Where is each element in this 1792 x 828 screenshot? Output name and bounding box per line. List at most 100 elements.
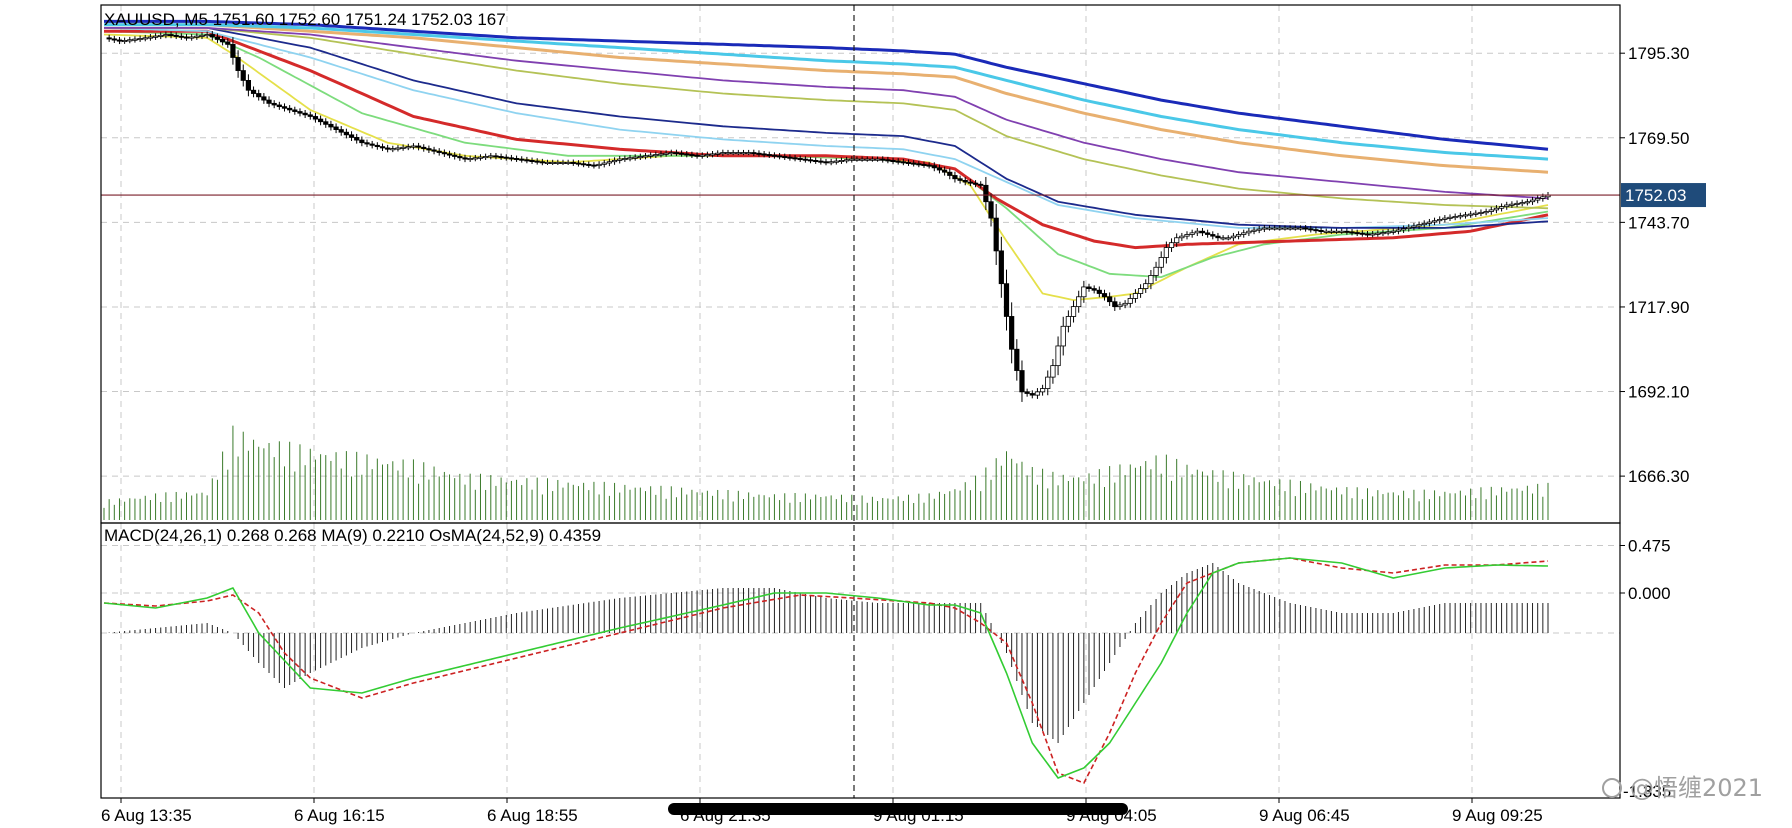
candle-body (225, 41, 231, 45)
candle-body (1117, 304, 1123, 308)
candle-body (967, 181, 974, 184)
time-tick-label: 6 Aug 18:55 (487, 806, 578, 825)
candle-body (972, 182, 979, 185)
candle-body (983, 184, 989, 203)
candle-body (354, 137, 360, 141)
macd-grid (101, 523, 1620, 798)
price-tick-label: 1743.70 (1628, 213, 1689, 232)
candle-body (771, 154, 778, 157)
candle-body (457, 156, 463, 159)
candle-body (1225, 237, 1231, 240)
macd-tick-label: 0.000 (1628, 584, 1671, 603)
candle-body (864, 158, 870, 161)
candle-body (720, 152, 726, 155)
candle-body (694, 154, 700, 157)
candle-body (689, 154, 695, 157)
candle-body (1488, 209, 1494, 212)
candle-body (539, 161, 545, 164)
candle-body (1163, 247, 1169, 258)
candle-body (1045, 376, 1051, 389)
candle-body (431, 149, 437, 152)
price-tick-label: 1717.90 (1628, 298, 1689, 317)
candle-body (189, 36, 195, 39)
candle-body (173, 34, 179, 37)
candle-body (766, 154, 772, 157)
candle-body (1174, 237, 1180, 244)
candle-body (911, 162, 917, 165)
candle-body (364, 142, 370, 145)
candle-body (1009, 316, 1015, 350)
candle-body (524, 159, 530, 162)
candle-body (1524, 201, 1530, 204)
candle-body (828, 161, 834, 164)
candle-body (1493, 207, 1500, 211)
candle-body (235, 57, 241, 71)
macd-tick-label: 0.475 (1628, 537, 1671, 556)
candle-body (106, 37, 112, 40)
candle-body (116, 39, 123, 42)
candle-body (405, 146, 411, 149)
candle-body (648, 154, 654, 157)
candle-body (1143, 283, 1149, 289)
candle-body (673, 152, 680, 155)
candle-body (513, 158, 520, 161)
candle-body (1024, 391, 1030, 394)
candle-body (1205, 232, 1211, 235)
candle-body (240, 70, 246, 81)
price-axis: 1795.30 1769.50 1743.70 1717.90 1692.10 1666.… (1620, 44, 1689, 486)
candle-body (1354, 232, 1360, 235)
candle-body (317, 118, 324, 123)
candle-body (1137, 288, 1144, 294)
candle-body (617, 158, 623, 161)
candle-body (1091, 288, 1097, 291)
candle-body (168, 34, 174, 37)
current-price-badge (1621, 183, 1706, 208)
candle-body (467, 158, 473, 161)
candle-body (952, 175, 958, 180)
candle-body (194, 35, 200, 38)
candle-body (725, 152, 731, 155)
candle-body (1468, 213, 1474, 216)
ma-line-8 (104, 23, 1549, 161)
candle-body (1535, 198, 1541, 201)
candle-body (122, 40, 128, 43)
candle-body (1266, 227, 1273, 230)
candle-body (127, 39, 133, 42)
candle-body (1297, 227, 1304, 230)
candle-body (926, 164, 932, 167)
macd-bottom-tick: -1.335 (1623, 782, 1671, 801)
candle-body (1246, 230, 1252, 234)
candle-body (1003, 283, 1010, 317)
price-tick-label: 1666.30 (1628, 467, 1689, 486)
candle-body (1230, 235, 1237, 239)
candle-body (147, 36, 154, 39)
candle-body (256, 93, 262, 98)
candle-body (844, 159, 850, 162)
candle-body (1235, 234, 1242, 237)
candle-body (1065, 316, 1071, 327)
candle-body (978, 183, 984, 186)
macd-axis: 0.475 0.000 (1620, 537, 1671, 603)
candle-body (348, 134, 355, 138)
candle-body (1184, 234, 1190, 237)
candle-body (838, 159, 845, 162)
candle-body (488, 155, 494, 158)
candle-body (622, 158, 628, 161)
candle-body (833, 160, 839, 163)
candle-body (323, 121, 329, 125)
candle-body (988, 201, 994, 219)
candle-body (1370, 233, 1376, 236)
time-tick-label: 9 Aug 09:25 (1452, 806, 1543, 825)
candle-body (1122, 302, 1128, 306)
candle-body (421, 146, 427, 149)
candle-body (230, 43, 236, 58)
candle-body (1431, 220, 1438, 223)
candle-body (1148, 275, 1154, 285)
candle-body (942, 169, 948, 173)
ma-line-6 (104, 27, 1549, 200)
candle-body (483, 156, 489, 159)
candle-body (1421, 222, 1427, 226)
candle-body (596, 163, 602, 167)
candle-body (271, 102, 277, 106)
